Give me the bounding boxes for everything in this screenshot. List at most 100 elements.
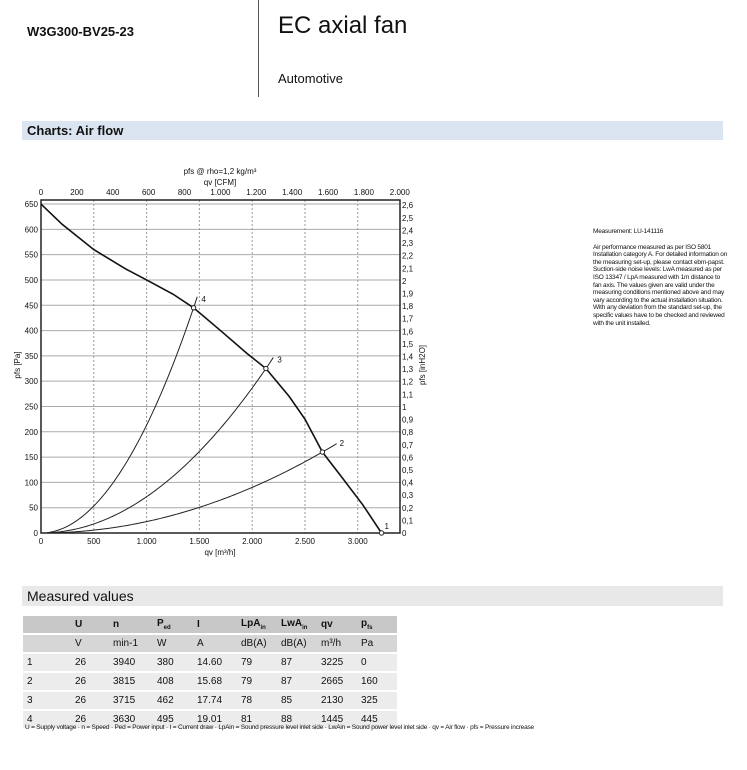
y-right-tick-label: 1,9 <box>402 289 414 298</box>
y-tick-label: 500 <box>25 276 39 285</box>
system-curve-2 <box>47 443 337 534</box>
x-axis-label: qv [m³/h] <box>204 548 235 557</box>
y-right-tick-label: 2,3 <box>402 239 414 248</box>
table-row: 3 26 3715 462 17.74 78 85 2130 325 <box>23 692 397 709</box>
table-cell: 380 <box>153 654 193 671</box>
column-header: LwAin <box>277 616 317 633</box>
column-header: pfs <box>357 616 397 633</box>
product-title: EC axial fan <box>278 12 408 39</box>
table-cell: 1445 <box>317 711 357 728</box>
y-tick-label: 450 <box>25 301 39 310</box>
y-tick-label: 400 <box>25 327 39 336</box>
y-right-tick-label: 1,6 <box>402 327 414 336</box>
table-cell: 2665 <box>317 673 357 690</box>
column-header: qv <box>317 616 357 633</box>
table-cell: 462 <box>153 692 193 709</box>
header-divider <box>258 0 259 97</box>
table-cell: 15.68 <box>193 673 237 690</box>
y-right-tick-label: 0,6 <box>402 453 414 462</box>
measurement-description: Air performance measured as per ISO 5801… <box>593 243 728 327</box>
x-top-axis-label: qv [CFM] <box>204 178 236 187</box>
table-cell: 81 <box>237 711 277 728</box>
operating-point-label: 2 <box>340 439 345 448</box>
y-right-tick-label: 1,4 <box>402 353 414 362</box>
y-right-tick-label: 0,2 <box>402 504 414 513</box>
y-right-tick-label: 0,4 <box>402 479 414 488</box>
y-right-tick-label: 1,5 <box>402 340 414 349</box>
y-right-tick-label: 1,8 <box>402 302 414 311</box>
y-tick-label: 50 <box>29 504 38 513</box>
unit-cell: V <box>71 635 109 652</box>
x-top-tick-label: 1.200 <box>246 188 267 197</box>
system-curve-4 <box>47 296 198 534</box>
y-right-tick-label: 1,1 <box>402 390 414 399</box>
table-cell: 1 <box>23 654 71 671</box>
column-header: I <box>193 616 237 633</box>
y-tick-label: 150 <box>25 453 39 462</box>
table-cell: 495 <box>153 711 193 728</box>
table-cell: 26 <box>71 673 109 690</box>
table-cell: 160 <box>357 673 397 690</box>
model-number: W3G300-BV25-23 <box>27 24 134 39</box>
y-right-tick-label: 1,7 <box>402 315 414 324</box>
x-top-tick-label: 800 <box>178 188 192 197</box>
table-row: 2 26 3815 408 15.68 79 87 2665 160 <box>23 673 397 690</box>
table-cell: 19.01 <box>193 711 237 728</box>
y-right-tick-label: 0,5 <box>402 466 414 475</box>
y-right-tick-label: 0,7 <box>402 441 414 450</box>
system-curve-3 <box>47 357 274 534</box>
table-cell: 78 <box>237 692 277 709</box>
x-top-tick-label: 600 <box>142 188 156 197</box>
table-cell: 85 <box>277 692 317 709</box>
operating-point-4 <box>190 305 197 311</box>
table-cell: 3225 <box>317 654 357 671</box>
y-tick-label: 100 <box>25 478 39 487</box>
table-cell: 79 <box>237 673 277 690</box>
table-cell: 3940 <box>109 654 153 671</box>
y-right-tick-label: 0,3 <box>402 491 414 500</box>
table-row: 1 26 3940 380 14.60 79 87 3225 0 <box>23 654 397 671</box>
y-right-tick-label: 0,1 <box>402 516 414 525</box>
x-top-tick-label: 200 <box>70 188 84 197</box>
y-tick-label: 250 <box>25 402 39 411</box>
column-header: U <box>71 616 109 633</box>
table-cell: 408 <box>153 673 193 690</box>
table-cell: 26 <box>71 711 109 728</box>
unit-cell: Pa <box>357 635 397 652</box>
unit-cell: min-1 <box>109 635 153 652</box>
fan-curve <box>40 203 383 534</box>
table-cell: 26 <box>71 692 109 709</box>
table-cell: 4 <box>23 711 71 728</box>
y-tick-label: 600 <box>25 225 39 234</box>
table-cell: 88 <box>277 711 317 728</box>
table-legend: U = Supply voltage · n = Speed · Ped = P… <box>25 724 534 731</box>
table-cell: 325 <box>357 692 397 709</box>
table-cell: 0 <box>357 654 397 671</box>
y-tick-label: 550 <box>25 251 39 260</box>
column-header <box>23 616 71 633</box>
table-cell: 445 <box>357 711 397 728</box>
table-cell: 87 <box>277 673 317 690</box>
y-right-tick-label: 2,5 <box>402 214 414 223</box>
y-tick-label: 0 <box>34 529 39 538</box>
table-cell: 14.60 <box>193 654 237 671</box>
y-tick-label: 350 <box>25 352 39 361</box>
plot-frame <box>40 199 401 534</box>
airflow-chart: 0501001502002503003504004505005506006500… <box>13 167 427 557</box>
unit-cell: m³/h <box>317 635 357 652</box>
measurement-note: Measurement: LU-141116 Air performance m… <box>593 228 728 327</box>
table-row: 4 26 3630 495 19.01 81 88 1445 445 <box>23 711 397 728</box>
operating-point-1 <box>378 530 385 536</box>
chart-title: pfs @ rho=1,2 kg/m³ <box>184 167 257 176</box>
operating-point-label: 1 <box>385 522 390 531</box>
x-top-tick-label: 2.000 <box>390 188 411 197</box>
y-right-tick-label: 2,4 <box>402 226 414 235</box>
table-cell: 2130 <box>317 692 357 709</box>
table-cell: 3 <box>23 692 71 709</box>
x-top-tick-label: 1.000 <box>210 188 231 197</box>
unit-cell: dB(A) <box>277 635 317 652</box>
y-tick-label: 300 <box>25 377 39 386</box>
table-cell: 3815 <box>109 673 153 690</box>
x-tick-label: 0 <box>39 537 44 546</box>
